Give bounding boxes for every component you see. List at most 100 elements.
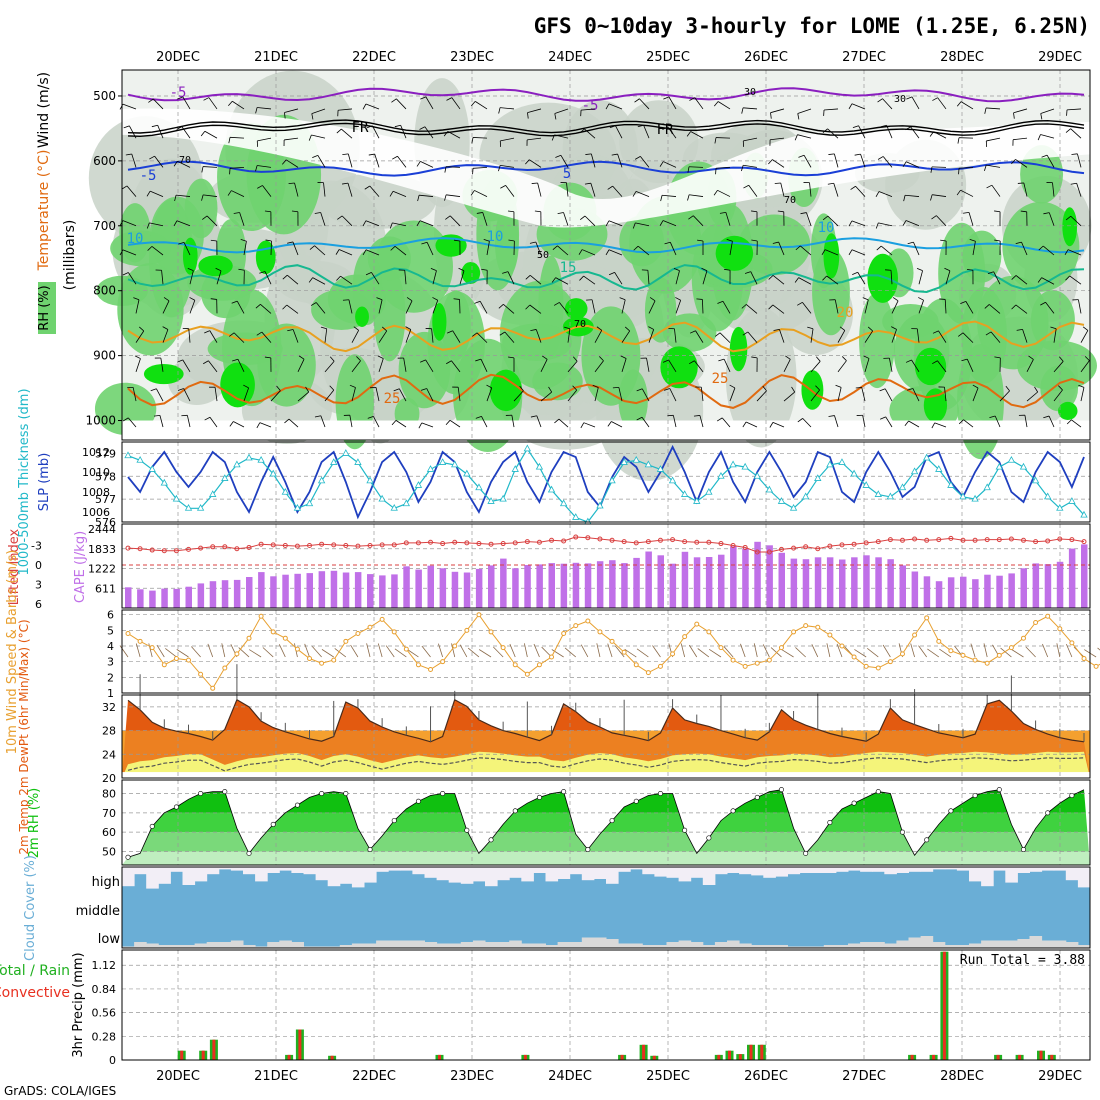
wind-barb-flag — [769, 422, 774, 428]
wind-barb-flag — [336, 275, 341, 281]
wind-barb — [351, 387, 356, 402]
y-tick-label-right: 1010 — [82, 466, 110, 479]
wind-barb-flag — [215, 267, 222, 272]
wind-speed-marker — [391, 629, 397, 635]
wind-barb-flag — [905, 359, 912, 363]
wind-barb — [669, 388, 677, 402]
lifted-marker — [403, 540, 409, 546]
wind-barb — [1069, 275, 1082, 285]
lifted-marker — [791, 545, 797, 551]
cloud-high-cell — [291, 867, 304, 873]
wind-speed-marker — [415, 662, 421, 668]
cloud-high-cell — [400, 867, 413, 871]
wind-speed-marker — [258, 613, 264, 619]
y-axis-label-thickness: 1000-500mb Thickness (dm) — [17, 388, 32, 575]
wind-barb-flag — [337, 215, 343, 220]
thickness-marker — [1068, 497, 1076, 504]
wind-barb-flag — [362, 103, 367, 110]
wind-barb-10m — [607, 643, 613, 658]
thickness-marker — [862, 481, 870, 488]
thickness-marker — [717, 471, 725, 479]
wind-barb — [878, 191, 893, 197]
wind-barb — [135, 299, 140, 314]
rh-marker — [875, 789, 881, 795]
panel-upper-air-frame — [121, 69, 1091, 441]
wind-barb — [395, 420, 407, 428]
cloud-high-cell — [243, 867, 256, 875]
thickness-marker — [1031, 476, 1040, 484]
cloud-low-cell — [521, 943, 534, 948]
dew-area — [122, 751, 1090, 778]
cloud-low-cell — [1041, 940, 1055, 948]
thickness-marker — [342, 449, 350, 456]
wind-barb — [320, 212, 326, 226]
cloud-high-cell — [436, 867, 450, 881]
wind-barb — [662, 220, 677, 227]
y-tick-label: 0.84 — [92, 983, 117, 996]
wind-barb-flag — [966, 268, 973, 271]
wind-speed-marker — [936, 638, 942, 644]
x-tick-label-bottom: 21DEC — [254, 1069, 298, 1084]
y-axis-label-millibars: (millibars) — [62, 220, 78, 291]
wind-barb — [614, 272, 623, 285]
wind-barb — [473, 166, 488, 169]
lifted-marker — [137, 546, 143, 552]
wind-barb — [783, 359, 791, 373]
wind-barb — [188, 328, 191, 343]
cape-bar — [209, 581, 217, 608]
wind-barb-flag — [291, 210, 298, 213]
wind-barb — [214, 387, 218, 402]
wind-speed-marker — [343, 638, 349, 644]
wind-barb — [639, 98, 650, 110]
wind-barb-10m — [688, 644, 698, 658]
cloud-low-cell — [412, 940, 425, 948]
wind-barb — [312, 277, 326, 285]
cloud-low-cell — [690, 942, 704, 948]
wind-barb-flag — [446, 360, 452, 365]
wind-barb-10m — [762, 644, 770, 658]
cloud-high-cell — [303, 867, 317, 875]
rh-bright-blob — [355, 306, 369, 327]
cape-bar — [403, 566, 410, 608]
rh-marker — [512, 808, 518, 814]
wind-barb-flag — [445, 215, 451, 220]
wind-barb-flag — [125, 153, 132, 156]
wind-barb-flag — [930, 166, 933, 173]
cloud-low-cell — [956, 945, 970, 948]
wind-speed-marker — [137, 638, 143, 644]
wind-barb-10m — [221, 643, 226, 658]
cloud-low-cell — [920, 936, 934, 948]
wind-barb — [511, 415, 515, 428]
wind-barb-flag — [1013, 112, 1015, 119]
wind-barb-flag — [443, 131, 449, 137]
wind-barb-flag — [474, 300, 481, 304]
thickness-marker — [209, 490, 217, 497]
cloud-high-cell — [981, 867, 994, 887]
wind-barb-flag — [696, 298, 703, 300]
cloud-high-cell — [424, 867, 438, 878]
cloud-low-cell — [666, 942, 680, 948]
wind-barb — [959, 166, 974, 169]
wind-barb-10m — [304, 643, 310, 658]
precip-convective-bar — [620, 1054, 624, 1060]
y-tick-label: 0.56 — [92, 1007, 117, 1020]
thickness-marker — [596, 501, 604, 509]
wind-barb — [1053, 328, 1057, 343]
wind-barb — [349, 415, 353, 428]
contour-label: 10 — [127, 231, 144, 247]
precip-convective-bar — [652, 1055, 656, 1060]
rh-bright-blob — [715, 235, 754, 271]
cloud-low-cell — [509, 940, 522, 948]
wind-barb — [504, 331, 515, 343]
wind-barb-flag — [989, 415, 996, 418]
precip-convective-bar — [212, 1039, 216, 1060]
wind-barb-flag — [288, 182, 295, 185]
wind-barb-flag — [1011, 304, 1017, 310]
wind-barb — [672, 415, 677, 428]
lifted-marker — [706, 539, 712, 545]
thickness-marker — [475, 483, 483, 491]
wind-barb-flag — [176, 126, 183, 130]
wind-barb-flag — [1058, 385, 1063, 391]
wind-barb-flag — [596, 326, 602, 331]
wind-barb-flag — [958, 419, 964, 425]
